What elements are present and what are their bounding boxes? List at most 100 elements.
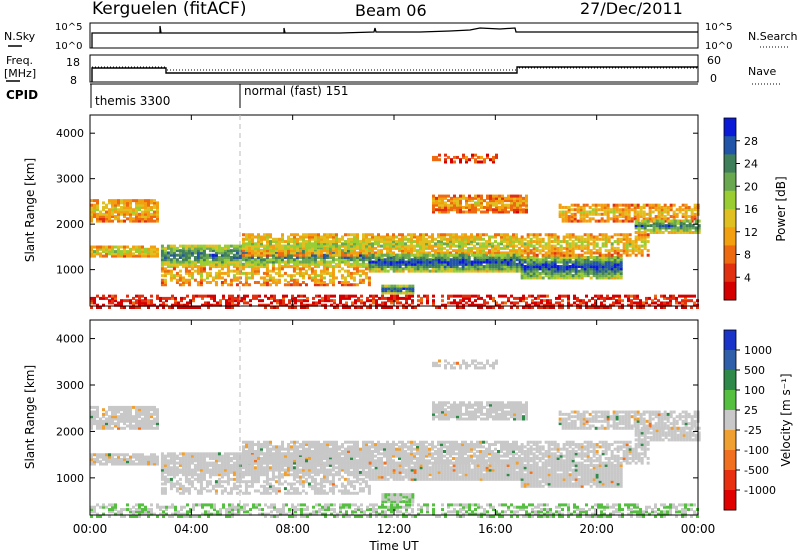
power-cell	[570, 215, 574, 219]
power-cell	[636, 203, 640, 207]
velocity-cell	[306, 515, 309, 518]
power-cell	[280, 267, 284, 271]
power-cell	[568, 242, 572, 246]
velocity-cell	[321, 505, 324, 509]
power-cell	[214, 244, 218, 248]
power-cell	[428, 258, 432, 262]
power-cell	[624, 203, 628, 207]
power-cell	[162, 306, 165, 309]
power-cell	[413, 255, 417, 259]
power-cell	[160, 278, 164, 282]
power-cell	[535, 253, 539, 257]
power-cell	[565, 233, 569, 237]
power-cell	[488, 251, 491, 255]
velocity-cell	[114, 424, 117, 428]
velocity-cell	[156, 457, 159, 461]
power-cell	[290, 240, 293, 244]
velocity-cell	[117, 453, 120, 457]
power-cell	[180, 299, 183, 303]
velocity-cell	[189, 508, 192, 512]
power-cell	[386, 242, 389, 246]
power-cell	[402, 303, 405, 307]
power-cell	[526, 235, 530, 239]
power-cell	[234, 299, 237, 303]
power-cell	[105, 219, 108, 223]
power-cell	[538, 260, 542, 264]
power-cell	[422, 251, 425, 255]
power-cell	[588, 306, 591, 309]
power-cell	[672, 210, 676, 214]
power-cell	[169, 260, 173, 264]
power-cell	[513, 196, 516, 200]
velocity-cell	[228, 505, 231, 509]
power-cell	[135, 219, 138, 223]
freq-tick-bottom: 8	[70, 74, 77, 87]
power-cell	[529, 267, 533, 271]
power-cell	[565, 267, 569, 271]
power-cell	[287, 240, 290, 244]
velocity-cell	[102, 426, 105, 430]
velocity-cell	[147, 508, 150, 512]
power-cell	[96, 215, 99, 219]
power-cell	[501, 194, 504, 198]
power-cell	[435, 155, 438, 159]
power-cell	[348, 306, 351, 309]
power-cell	[497, 269, 501, 273]
power-cell	[244, 280, 248, 284]
power-cell	[610, 258, 614, 262]
power-cell	[311, 237, 314, 241]
power-cell	[464, 242, 467, 246]
velocity-cell	[120, 408, 123, 412]
power-cell	[93, 250, 96, 254]
velocity-cell	[135, 510, 138, 514]
power-cell	[386, 235, 389, 239]
power-cell	[550, 269, 554, 273]
velocity-cell	[219, 512, 222, 516]
power-cell	[559, 255, 563, 259]
power-cell	[597, 212, 601, 216]
power-cell	[601, 262, 605, 266]
power-cell	[123, 199, 126, 203]
power-cell	[467, 249, 470, 253]
velocity-cell	[276, 508, 279, 512]
power-cell	[278, 244, 281, 248]
power-cell	[310, 262, 314, 266]
velocity-cell	[135, 503, 138, 507]
power-cell	[613, 240, 617, 244]
power-cell	[474, 210, 477, 214]
velocity-cell	[123, 408, 126, 412]
velocity-cell	[156, 408, 159, 412]
power-cell	[485, 244, 488, 248]
power-cell	[576, 208, 580, 212]
power-cell	[500, 242, 503, 246]
velocity-cell	[312, 505, 315, 509]
power-cell	[266, 253, 269, 257]
power-cell	[682, 224, 686, 228]
velocity-cell	[108, 419, 111, 423]
power-cell	[459, 199, 462, 203]
power-cell	[275, 242, 278, 246]
power-cell	[646, 228, 650, 232]
power-cell	[422, 260, 426, 264]
power-cell	[437, 255, 441, 259]
power-cell	[532, 255, 536, 259]
power-cell	[615, 219, 619, 223]
power-cell	[319, 271, 323, 275]
power-cell	[470, 260, 474, 264]
power-cell	[640, 253, 644, 257]
power-cell	[574, 235, 578, 239]
power-cell	[96, 199, 99, 203]
power-cell	[268, 278, 272, 282]
power-cell	[449, 240, 452, 244]
power-cell	[634, 235, 638, 239]
power-cell	[368, 246, 371, 250]
power-cell	[648, 203, 652, 207]
power-cell	[407, 246, 410, 250]
power-cell	[272, 251, 275, 255]
velocity-cell	[129, 412, 132, 416]
power-cell	[211, 260, 215, 264]
power-cell	[205, 274, 209, 278]
power-cell	[589, 267, 593, 271]
power-cell	[172, 267, 176, 271]
power-cell	[461, 269, 465, 273]
